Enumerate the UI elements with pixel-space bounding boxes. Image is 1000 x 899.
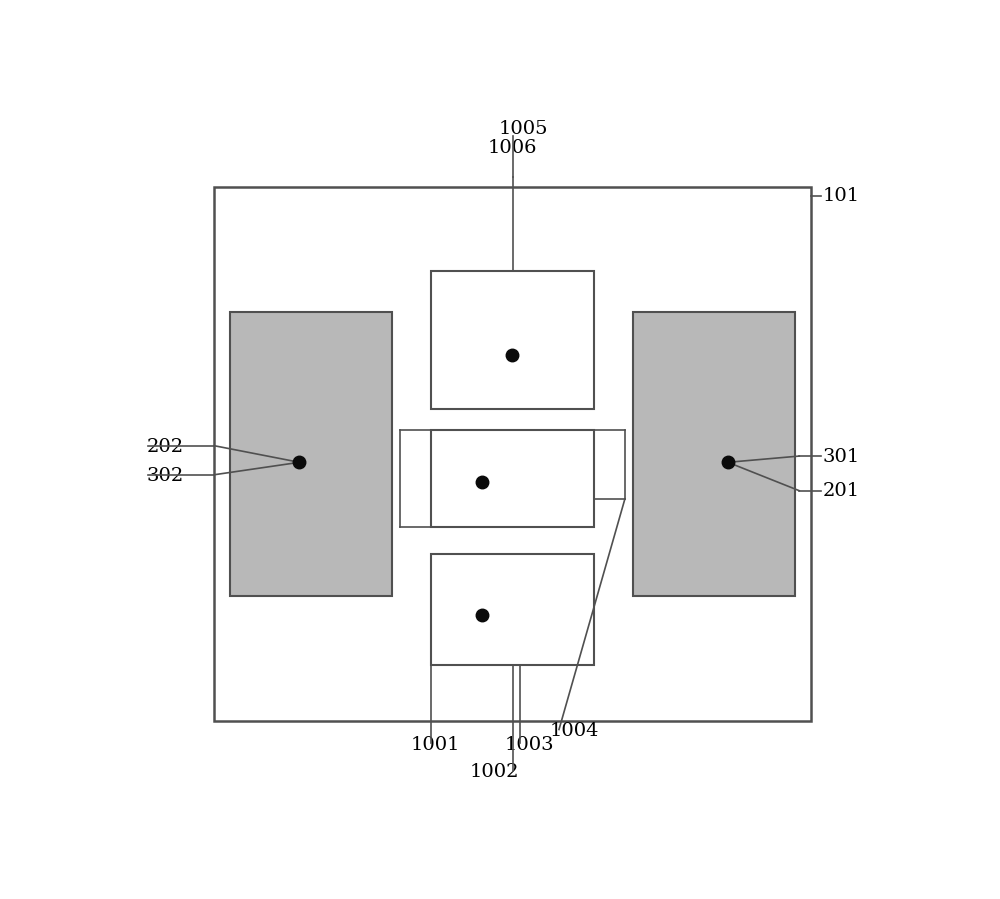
Text: 1005: 1005: [499, 120, 548, 138]
Text: 101: 101: [822, 188, 860, 206]
Text: 201: 201: [822, 482, 860, 500]
Text: 302: 302: [147, 467, 184, 485]
Bar: [633, 312, 795, 596]
Bar: [431, 555, 594, 665]
Bar: [230, 312, 392, 596]
Bar: [214, 188, 811, 720]
Text: 1001: 1001: [410, 735, 460, 753]
Text: 1003: 1003: [505, 735, 554, 753]
Text: 301: 301: [822, 449, 860, 467]
Text: 1004: 1004: [550, 722, 599, 740]
Text: 1006: 1006: [488, 139, 537, 157]
Bar: [431, 430, 594, 527]
Bar: [431, 271, 594, 409]
Text: 1002: 1002: [470, 763, 519, 781]
Text: 202: 202: [147, 438, 184, 456]
